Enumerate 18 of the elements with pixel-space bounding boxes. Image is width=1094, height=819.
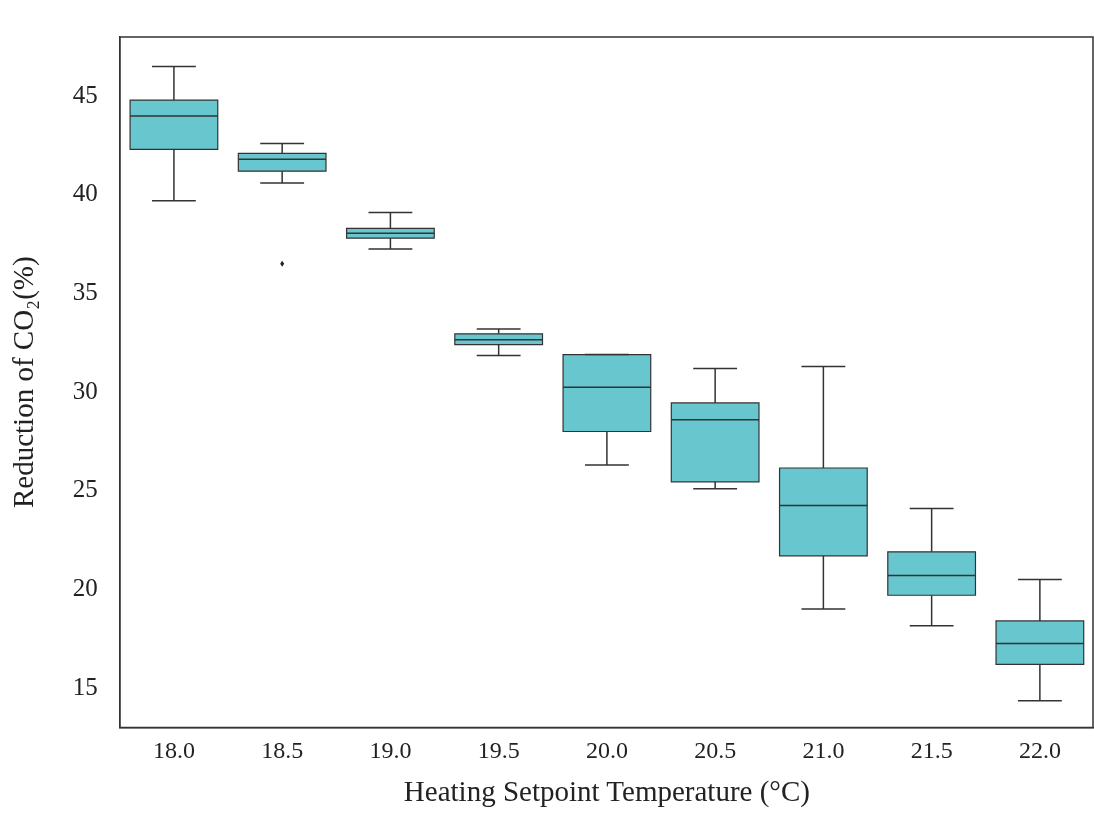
x-tick-label: 19.0 <box>369 737 412 764</box>
y-tick-label: 45 <box>72 80 98 108</box>
x-tick-label: 20.0 <box>585 737 628 764</box>
x-tick-label: 19.5 <box>477 737 520 764</box>
x-tick-label: 22.0 <box>1018 737 1061 764</box>
y-tick-label: 20 <box>72 573 98 601</box>
x-tick-label: 21.0 <box>802 737 845 764</box>
x-tick-label: 20.5 <box>694 737 737 764</box>
y-tick-label: 30 <box>72 376 98 404</box>
y-axis-title: Reduction of CO₂(%) <box>7 256 41 509</box>
y-tick-label: 35 <box>72 278 98 305</box>
y-tick-label: 40 <box>72 179 98 207</box>
y-tick-label: 15 <box>72 672 98 700</box>
x-tick-label: 18.0 <box>152 737 195 764</box>
x-axis-title: Heating Setpoint Temperature (°C) <box>403 775 810 809</box>
y-tick-label: 25 <box>72 475 98 503</box>
x-tick-label: 18.5 <box>261 737 304 764</box>
x-tick-label: 21.5 <box>910 737 953 764</box>
